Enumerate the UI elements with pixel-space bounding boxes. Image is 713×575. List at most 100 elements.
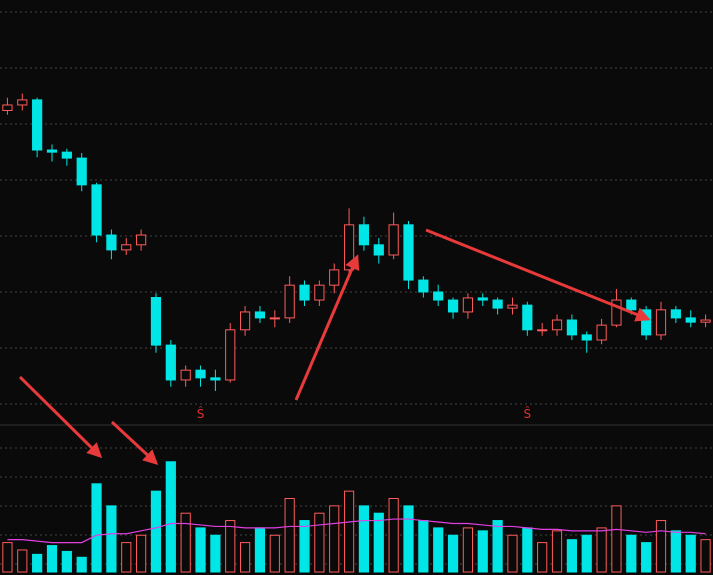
volume-bar xyxy=(462,527,474,573)
volume-bar xyxy=(477,530,488,573)
volume-bar xyxy=(537,542,548,573)
volume-bar xyxy=(358,505,370,573)
volume-bar xyxy=(210,534,221,573)
candle-body xyxy=(180,369,191,381)
volume-bar xyxy=(195,527,206,573)
volume-bar xyxy=(655,520,667,573)
candle-body xyxy=(76,157,87,186)
candle-body xyxy=(626,299,637,311)
candle-body xyxy=(17,99,28,106)
candle-body xyxy=(611,299,622,326)
candle-body xyxy=(106,234,117,251)
volume-bar xyxy=(373,512,384,573)
candle-body xyxy=(2,104,13,111)
volume-bar xyxy=(492,520,503,573)
volume-bar xyxy=(299,520,310,573)
volume-bar xyxy=(581,534,592,573)
volume-bar xyxy=(284,498,295,573)
volume-bar xyxy=(626,534,637,573)
candle-body xyxy=(165,344,176,381)
volume-bar xyxy=(46,545,58,573)
candle-body xyxy=(462,297,474,313)
arrow xyxy=(110,420,159,466)
volume-bar xyxy=(611,505,622,573)
candle-body xyxy=(596,324,607,341)
volume-bar xyxy=(700,539,711,573)
candle-body xyxy=(329,269,340,286)
candle-body xyxy=(284,284,295,319)
volume-bar xyxy=(403,505,414,573)
candle-body xyxy=(358,224,370,246)
arrow xyxy=(294,254,360,401)
volume-bar xyxy=(447,534,459,573)
volume-bar xyxy=(507,534,518,573)
volume-bar xyxy=(388,498,399,573)
candle-body xyxy=(477,297,488,301)
volume-bar xyxy=(165,461,176,573)
volume-bar xyxy=(17,549,28,573)
candle-body xyxy=(537,329,548,332)
candle-body xyxy=(61,151,72,159)
candle-body xyxy=(447,299,459,313)
volume-bar xyxy=(180,512,191,573)
signal-label: Ŝ xyxy=(524,406,532,421)
volume-bar xyxy=(239,542,251,573)
volume-bar xyxy=(61,550,72,573)
volume-bar xyxy=(225,520,236,573)
candle-body xyxy=(507,304,518,309)
candle-body xyxy=(299,284,310,301)
candle-body xyxy=(685,317,696,323)
candle-body xyxy=(655,309,667,336)
volume-bar xyxy=(121,542,132,573)
annotation-arrows xyxy=(18,228,651,466)
volume-bar xyxy=(76,556,87,573)
arrow xyxy=(425,228,651,322)
candle-body xyxy=(700,319,711,323)
candle-body xyxy=(418,279,429,293)
volume-bar xyxy=(551,530,563,573)
volume-bar xyxy=(136,534,147,573)
candle-body xyxy=(225,329,236,381)
candle-body xyxy=(641,309,652,336)
candle-body xyxy=(136,234,147,246)
candle-body xyxy=(403,224,414,281)
candle-body xyxy=(46,149,58,153)
volume-bar xyxy=(343,490,355,573)
volume-bar xyxy=(522,527,533,573)
arrow xyxy=(18,375,103,459)
volume-bar xyxy=(418,520,429,573)
volume-bar xyxy=(91,483,102,573)
candle-body xyxy=(314,284,325,301)
volume-bar xyxy=(433,527,444,573)
volume-bar xyxy=(269,534,280,573)
volume-bar xyxy=(566,539,577,573)
volume-bar xyxy=(106,505,117,573)
candle-body xyxy=(269,317,280,320)
candle-body xyxy=(32,99,43,151)
candle-body xyxy=(581,334,592,341)
volume-bar xyxy=(685,534,696,573)
volume-ma-line xyxy=(7,518,706,544)
candle-body xyxy=(492,299,503,309)
volume-bar xyxy=(254,527,266,573)
volume-bar xyxy=(670,530,681,573)
candle-body xyxy=(433,291,444,301)
volume-bar xyxy=(2,542,13,573)
signal-label: Ŝ xyxy=(197,406,205,421)
candle-body xyxy=(254,311,266,319)
candle-body xyxy=(150,297,162,346)
candle-body xyxy=(388,224,399,256)
volume-bar xyxy=(314,512,325,573)
candle-body xyxy=(195,369,206,379)
volume-bar xyxy=(641,542,652,573)
volume-bar xyxy=(596,527,607,573)
candle-body xyxy=(551,319,563,331)
candle-body xyxy=(121,244,132,251)
candle-body xyxy=(239,311,251,331)
candle-body xyxy=(522,304,533,331)
volume-bar xyxy=(329,505,340,573)
volume-bar xyxy=(32,553,43,573)
